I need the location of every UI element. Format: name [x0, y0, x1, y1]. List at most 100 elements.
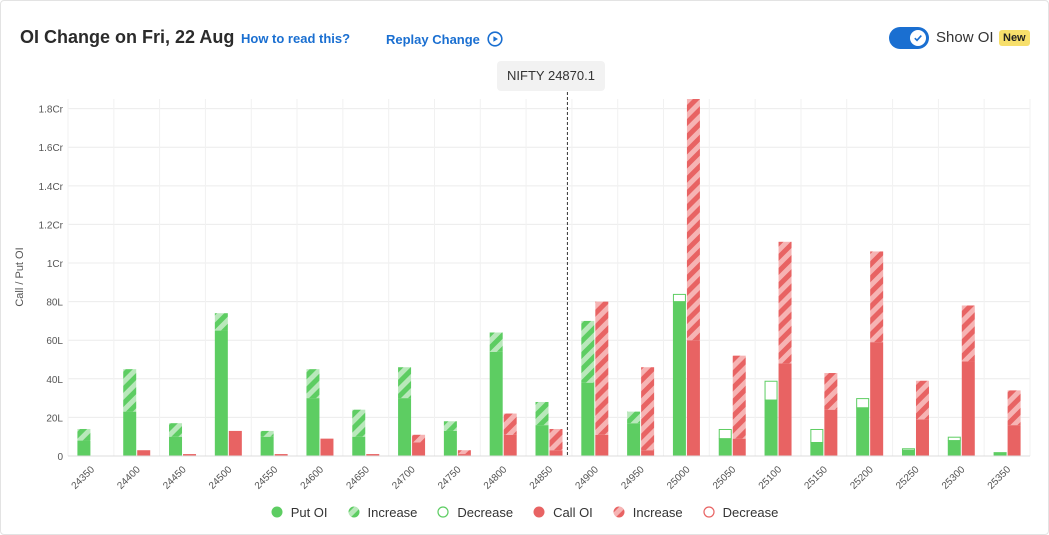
spot-price-label: NIFTY 24870.1: [497, 61, 605, 91]
legend-label: Put OI: [290, 504, 328, 520]
legend-put-hatch-swatch: [348, 506, 360, 518]
call-oi-bar: [503, 434, 517, 456]
put-oi-bar: [306, 398, 320, 456]
legend-put-outline-swatch: [437, 506, 450, 518]
call-increase-bar: [732, 355, 746, 439]
put-increase-bar: [169, 423, 183, 437]
put-oi-bar: [901, 450, 915, 456]
x-tick-label: 24350: [70, 464, 98, 492]
put-increase-bar: [214, 313, 228, 331]
put-oi-bar: [398, 398, 412, 456]
put-oi-bar: [535, 425, 549, 456]
x-tick-label: 25000: [665, 464, 693, 492]
put-increase-bar: [398, 367, 412, 399]
x-tick-label: 25350: [986, 464, 1014, 492]
call-oi-bar: [595, 434, 609, 456]
x-tick-label: 24400: [115, 464, 143, 492]
call-oi-bar: [1007, 425, 1021, 456]
put-oi-bar: [352, 436, 366, 456]
check-icon: [914, 35, 922, 42]
call-oi-bar: [274, 454, 288, 456]
legend-label: Increase: [632, 504, 683, 520]
x-tick-label: 25250: [894, 464, 922, 492]
legend-put-decrease[interactable]: Decrease: [437, 505, 513, 520]
put-oi-bar: [764, 400, 778, 456]
legend-call-increase[interactable]: Increase: [613, 505, 683, 520]
x-tick-label: 25150: [803, 464, 831, 492]
bars: [77, 99, 1021, 456]
call-increase-bar: [961, 305, 975, 362]
x-tick-label: 24850: [528, 464, 556, 492]
x-tick-label: 24700: [390, 464, 418, 492]
put-oi-bar: [718, 438, 732, 456]
legend-call-oi[interactable]: Call OI: [533, 505, 593, 520]
call-increase-bar: [412, 434, 426, 443]
replay-change-button[interactable]: Replay Change: [386, 31, 503, 47]
put-oi-bar: [260, 436, 274, 456]
put-increase-bar: [535, 401, 549, 426]
put-increase-bar: [443, 421, 457, 431]
put-increase-bar: [627, 411, 641, 424]
y-tick-label: 1.6Cr: [39, 143, 64, 154]
call-increase-bar: [870, 251, 884, 343]
put-decrease-bar: [856, 398, 870, 409]
put-oi-bar: [672, 301, 686, 456]
replay-change-label: Replay Change: [386, 31, 480, 47]
y-tick-label: 1.8Cr: [39, 105, 64, 116]
call-increase-bar: [641, 367, 655, 451]
put-oi-bar: [810, 442, 824, 456]
legend-put-oi[interactable]: Put OI: [271, 505, 328, 520]
call-oi-bar: [457, 454, 471, 456]
call-increase-bar: [686, 99, 700, 341]
x-tick-label: 25050: [711, 464, 739, 492]
legend-call-decrease[interactable]: Decrease: [703, 504, 779, 520]
put-oi-bar: [169, 436, 183, 456]
put-decrease-bar: [810, 428, 824, 443]
put-increase-bar: [581, 320, 595, 383]
legend-put-solid-swatch: [271, 506, 283, 518]
call-increase-bar: [457, 450, 471, 455]
grid-lines: [67, 99, 1031, 457]
x-tick-label: 24750: [436, 464, 464, 492]
show-oi-toggle[interactable]: [889, 27, 929, 49]
call-oi-bar: [915, 419, 929, 456]
oi-bar-chart: 0 20L 40L 60L 80L 1Cr 1.2Cr 1.4Cr 1.6Cr 1.8Cr Call…: [14, 92, 1031, 492]
page-title: OI Change on Fri, 22 Aug: [20, 27, 235, 47]
legend-label: Decrease: [722, 504, 779, 520]
call-increase-bar: [778, 241, 792, 364]
call-increase-bar: [1007, 390, 1021, 426]
put-decrease-bar: [764, 380, 778, 401]
put-increase-bar: [260, 430, 274, 437]
put-decrease-bar: [901, 448, 915, 451]
x-tick-label: 24900: [573, 464, 601, 492]
legend-put-increase[interactable]: Increase: [348, 505, 417, 520]
call-oi-bar: [732, 438, 746, 456]
x-tick-label: 24950: [619, 464, 647, 492]
x-tick-label: 25200: [848, 464, 876, 492]
legend-call-outline-swatch: [703, 506, 715, 518]
y-tick-label: 40L: [46, 375, 63, 386]
chart-legend: Put OI Increase Decrease Call OI Increas…: [0, 502, 1049, 522]
call-oi-bar: [961, 361, 975, 456]
y-tick-label: 20L: [46, 413, 63, 424]
how-to-read-link[interactable]: How to read this?: [241, 31, 351, 46]
call-oi-bar: [137, 450, 151, 456]
x-tick-label: 25300: [940, 464, 968, 492]
y-tick-label: 60L: [46, 336, 63, 347]
call-increase-bar: [824, 373, 838, 410]
x-tick-label: 24650: [344, 464, 372, 492]
play-circle-icon: [487, 31, 503, 47]
y-tick-label: 1.2Cr: [39, 220, 64, 231]
put-increase-bar: [489, 332, 503, 352]
show-oi-label: Show OI: [936, 29, 994, 46]
put-oi-bar: [856, 407, 870, 456]
legend-call-solid-swatch: [533, 506, 545, 518]
y-tick-label: 80L: [46, 298, 63, 309]
put-increase-bar: [306, 369, 320, 399]
put-increase-bar: [123, 369, 137, 412]
chart-header: OI Change on Fri, 22 Aug How to read thi…: [0, 0, 1049, 70]
call-oi-bar: [320, 438, 334, 456]
put-oi-bar: [489, 351, 503, 456]
legend-label: Decrease: [457, 504, 514, 520]
y-tick-label: 0: [57, 452, 63, 463]
